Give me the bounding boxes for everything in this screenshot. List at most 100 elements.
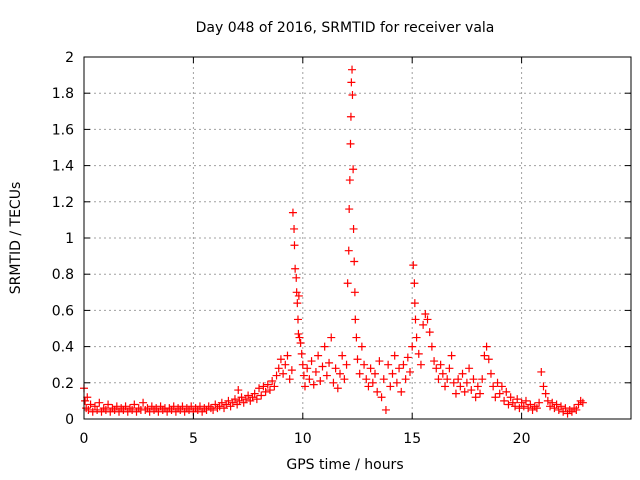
- data-point: [348, 91, 357, 100]
- data-point: [350, 257, 359, 266]
- x-tick-label: 15: [403, 431, 421, 447]
- data-point: [355, 369, 364, 378]
- data-point: [265, 386, 274, 395]
- data-point: [287, 366, 296, 375]
- data-point: [325, 358, 334, 367]
- data-point: [290, 224, 299, 233]
- data-point: [371, 369, 380, 378]
- data-point: [86, 400, 95, 409]
- data-point: [268, 376, 277, 385]
- data-point: [299, 371, 308, 380]
- data-point: [209, 405, 218, 414]
- data-point: [327, 333, 336, 342]
- data-point: [329, 378, 338, 387]
- grid: [84, 57, 631, 419]
- data-point: [410, 299, 419, 308]
- data-point: [478, 375, 487, 384]
- data-point: [473, 382, 482, 391]
- data-point: [368, 378, 377, 387]
- data-point: [250, 389, 259, 398]
- data-point: [104, 400, 113, 409]
- data-point: [414, 349, 423, 358]
- data-point: [95, 398, 104, 407]
- data-point: [397, 387, 406, 396]
- data-point: [288, 208, 297, 217]
- data-point: [84, 405, 93, 414]
- data-point: [274, 364, 283, 373]
- data-point: [443, 375, 452, 384]
- data-point: [535, 398, 544, 407]
- y-tick-label: 2: [65, 50, 74, 66]
- data-point: [130, 400, 139, 409]
- data-point: [465, 364, 474, 373]
- data-point: [449, 378, 458, 387]
- data-point: [352, 333, 361, 342]
- y-tick-label: 1.8: [52, 86, 74, 102]
- data-point: [345, 205, 354, 214]
- data-point: [381, 405, 390, 414]
- data-point: [421, 310, 430, 319]
- data-point: [295, 333, 304, 342]
- data-point: [360, 360, 369, 369]
- data-point: [532, 404, 541, 413]
- data-point: [500, 396, 509, 405]
- data-point: [346, 139, 355, 148]
- chart-title: Day 048 of 2016, SRMTID for receiver val…: [196, 20, 495, 36]
- data-point: [348, 65, 357, 74]
- data-point: [305, 375, 314, 384]
- data-point: [347, 78, 356, 87]
- data-point: [390, 351, 399, 360]
- data-point: [561, 404, 570, 413]
- data-point: [395, 364, 404, 373]
- data-point: [346, 112, 355, 121]
- data-point: [293, 315, 302, 324]
- data-point: [454, 375, 463, 384]
- y-tick-label: 0.8: [52, 267, 74, 283]
- y-tick-label: 0: [65, 412, 74, 428]
- data-point: [234, 386, 243, 395]
- data-point: [375, 357, 384, 366]
- y-tick-label: 0.4: [52, 340, 74, 356]
- data-point: [408, 342, 417, 351]
- data-point: [224, 396, 233, 405]
- data-point: [101, 405, 110, 414]
- data-point: [252, 395, 261, 404]
- data-point: [139, 398, 148, 407]
- data-point: [441, 382, 450, 391]
- data-point: [539, 382, 548, 391]
- data-point: [495, 389, 504, 398]
- data-point: [320, 342, 329, 351]
- data-point: [480, 351, 489, 360]
- data-point: [364, 382, 373, 391]
- data-point: [343, 279, 352, 288]
- data-point: [486, 369, 495, 378]
- data-point: [349, 165, 358, 174]
- data-point: [460, 387, 469, 396]
- data-point: [511, 402, 520, 411]
- data-point: [462, 378, 471, 387]
- data-point: [476, 389, 485, 398]
- data-point: [270, 382, 279, 391]
- data-point: [296, 338, 305, 347]
- data-point: [438, 369, 447, 378]
- data-point: [276, 355, 285, 364]
- data-point: [257, 391, 266, 400]
- data-point: [556, 402, 565, 411]
- data-point: [353, 355, 362, 364]
- data-point: [121, 402, 130, 411]
- data-point: [386, 382, 395, 391]
- data-point: [307, 357, 316, 366]
- data-point: [322, 371, 331, 380]
- data-point: [482, 342, 491, 351]
- axis-ticks: 00.20.40.60.811.21.41.61.820 5 10 15 20: [52, 50, 631, 447]
- data-point: [578, 398, 587, 407]
- data-point: [255, 384, 264, 393]
- data-point: [456, 382, 465, 391]
- data-point: [410, 279, 419, 288]
- x-tick-label: 0: [80, 431, 89, 447]
- data-point: [112, 402, 121, 411]
- data-points: [80, 65, 587, 418]
- data-point: [504, 400, 513, 409]
- y-tick-label: 0.6: [52, 303, 74, 319]
- data-point: [316, 376, 325, 385]
